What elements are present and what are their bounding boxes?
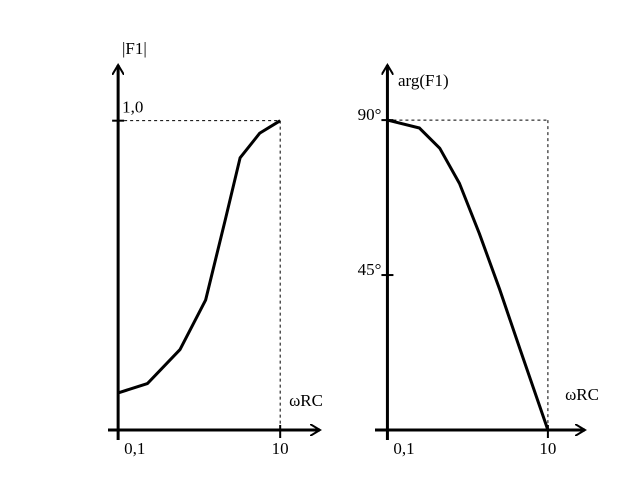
y-axis-label: |F1| [122,39,147,58]
curve [387,118,550,431]
y-tick-label: 1,0 [122,98,143,117]
y-tick-label: 45° [358,260,382,279]
x-tick-label: 10 [539,439,556,458]
x-axis-label: ωRC [289,391,323,410]
x-axis-label: ωRC [565,385,599,404]
y-tick-label: 90° [358,105,382,124]
y-axis-label: arg(F1) [398,71,449,90]
curve [117,119,281,395]
x-tick-label: 0,1 [124,439,145,458]
x-tick-label: 10 [272,439,289,458]
x-tick-label: 0,1 [393,439,414,458]
